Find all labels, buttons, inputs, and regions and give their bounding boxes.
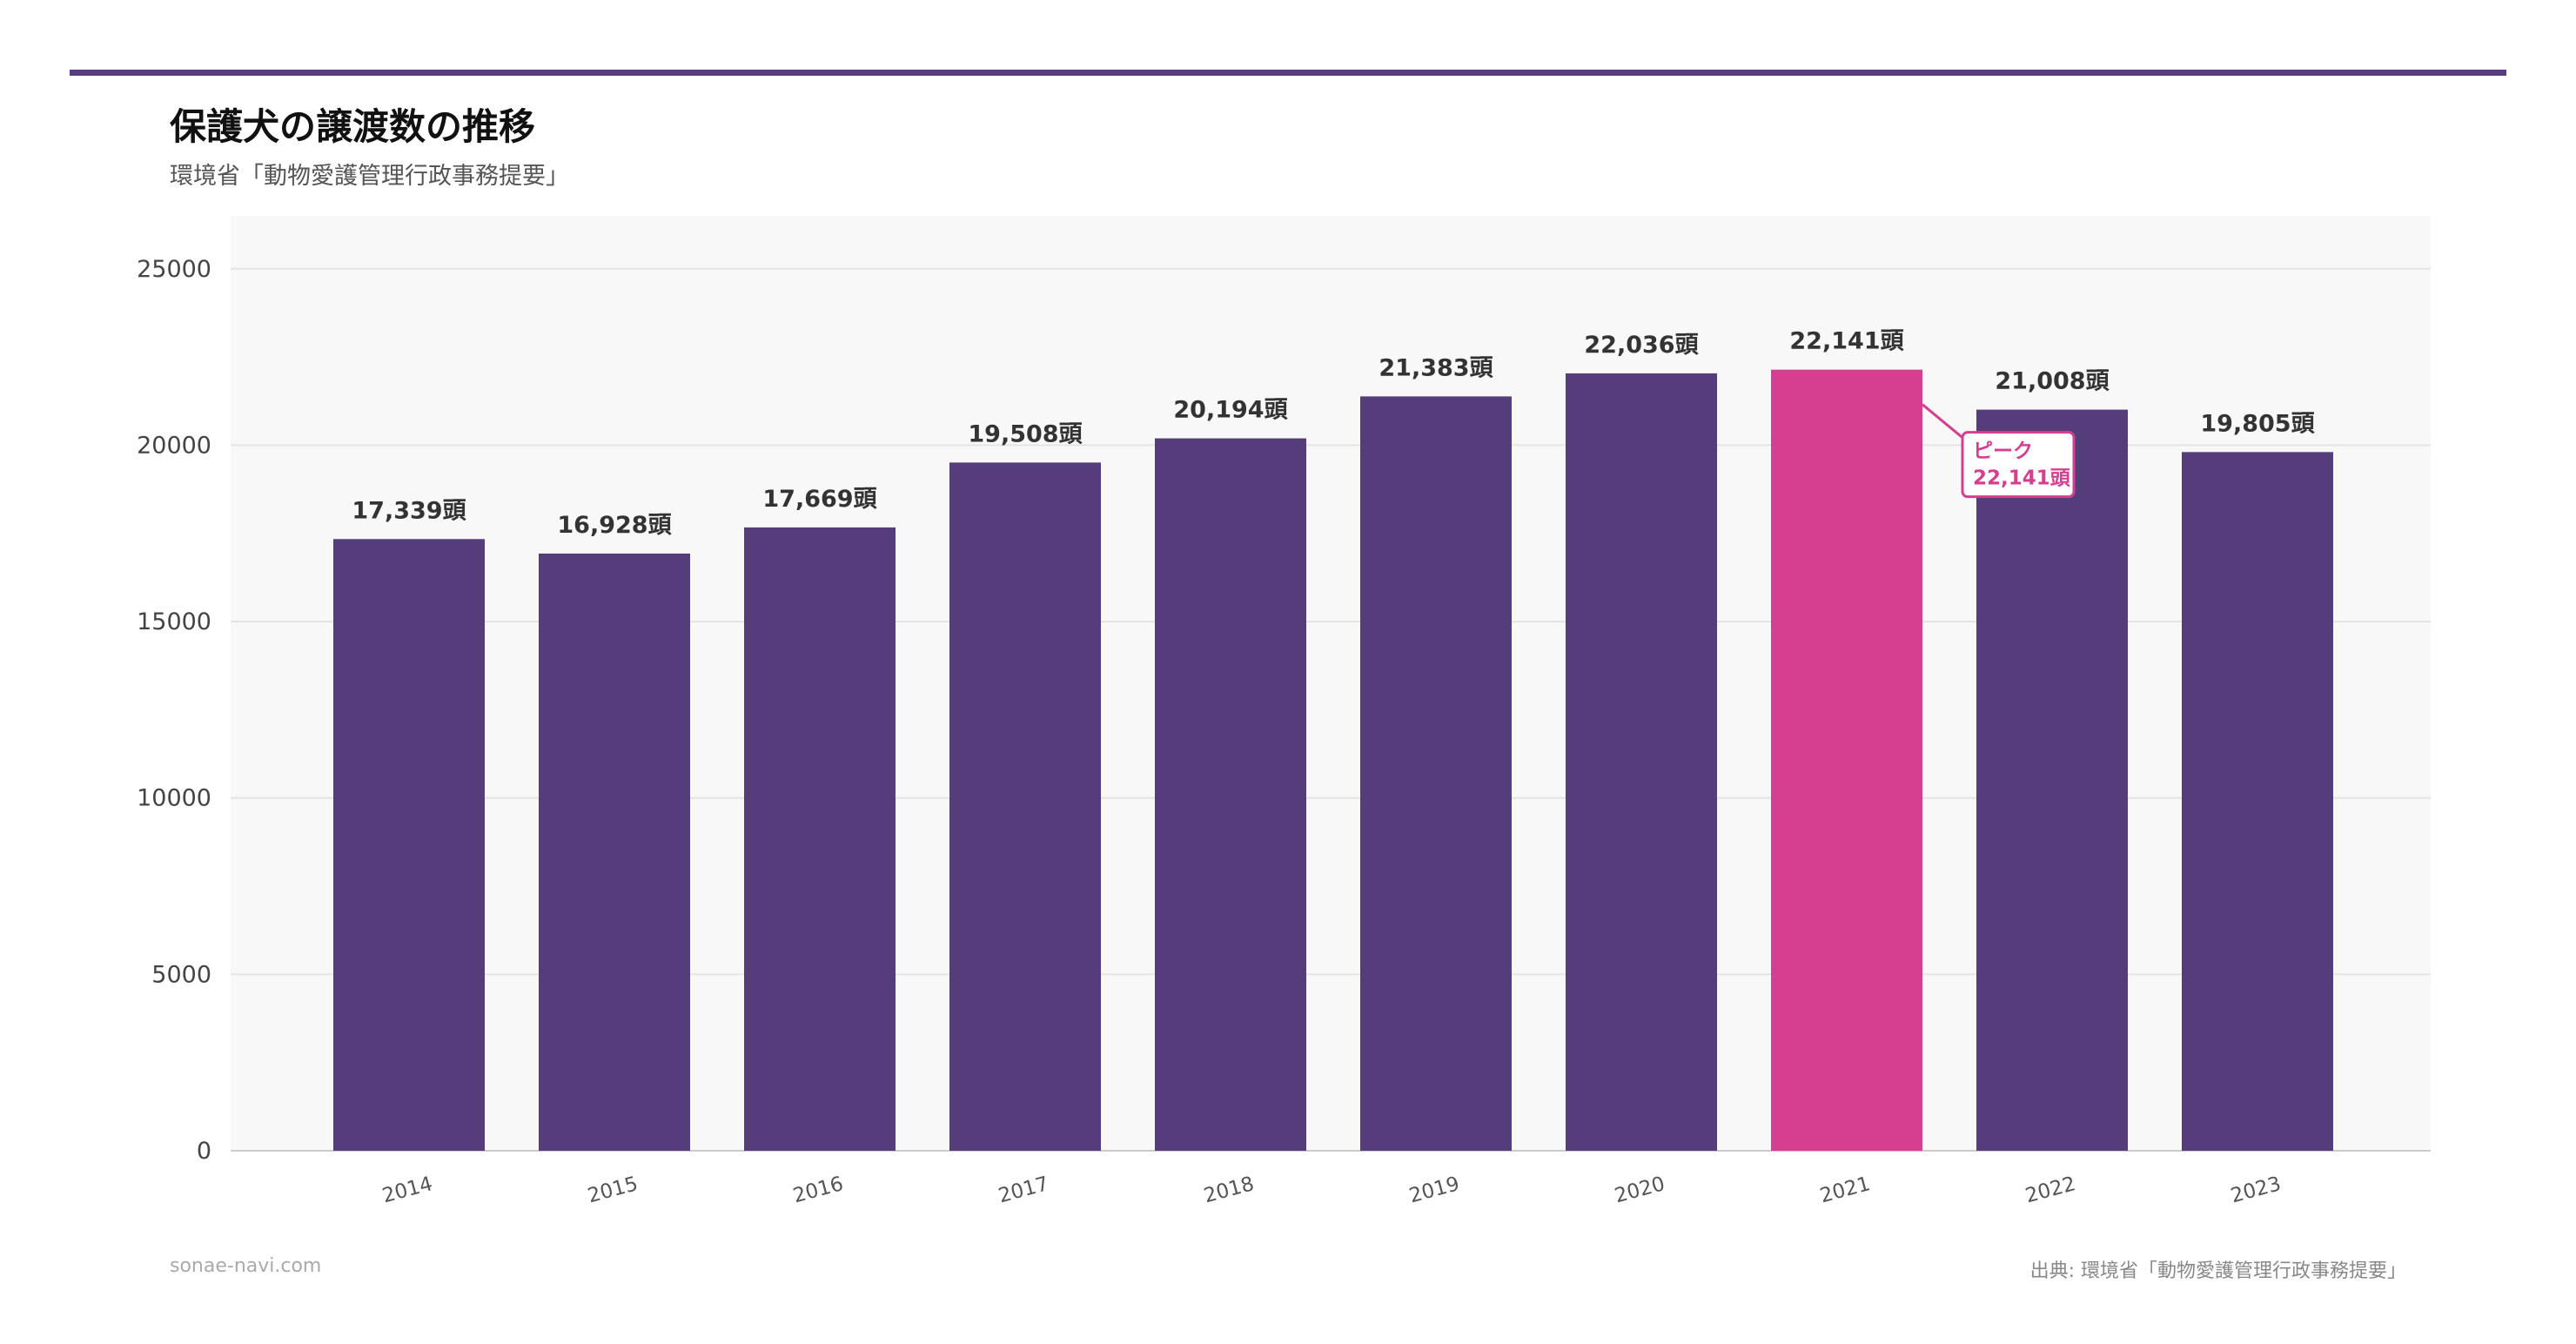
value-label: 21,383頭 — [1379, 354, 1493, 381]
x-tick-label: 2017 — [996, 1173, 1051, 1207]
value-label: 21,008頭 — [1995, 368, 2110, 395]
annotation-box — [1961, 431, 2076, 499]
y-tick-label: 20000 — [137, 432, 211, 459]
bar-2021[interactable] — [1771, 369, 1922, 1152]
value-label: 19,805頭 — [2200, 410, 2315, 437]
y-axis: 0 5000 10000 15000 20000 25000 — [137, 256, 211, 1165]
bar-2017[interactable] — [949, 462, 1101, 1151]
bar-2016[interactable] — [744, 527, 896, 1151]
x-tick-label: 2020 — [1613, 1173, 1667, 1207]
site-name: sonae-navi.com — [170, 1255, 322, 1277]
x-tick-label: 2019 — [1407, 1173, 1462, 1207]
peak-annotation: ピーク 22,141頭 — [1922, 403, 2076, 499]
source-note: 出典: 環境省「動物愛護管理行政事務提要」 — [2029, 1260, 2406, 1282]
chart-subtitle: 環境省「動物愛護管理行政事務提要」 — [170, 163, 569, 190]
y-tick-label: 5000 — [151, 961, 211, 988]
x-tick-label: 2021 — [1818, 1173, 1873, 1207]
x-tick-label: 2022 — [2023, 1173, 2078, 1207]
bars — [333, 369, 2333, 1152]
bar-2018[interactable] — [1155, 438, 1306, 1151]
y-tick-label: 25000 — [137, 256, 211, 283]
annotation-title: ピーク — [1973, 440, 2033, 463]
bar-2023[interactable] — [2182, 452, 2333, 1151]
bar-2015[interactable] — [539, 553, 690, 1151]
chart-title: 保護犬の譲渡数の推移 — [170, 105, 536, 148]
annotation-leader-line — [1922, 403, 1963, 439]
value-label: 22,141頭 — [1789, 328, 1904, 355]
x-axis: 2014 2015 2016 2017 2018 2019 2020 2021 2022 2023 — [380, 1173, 2284, 1207]
value-label: 19,508頭 — [968, 420, 1083, 447]
bar-2020[interactable] — [1566, 373, 1717, 1151]
top-accent-bar — [70, 70, 2506, 76]
value-label: 16,928頭 — [557, 512, 672, 539]
x-tick-label: 2014 — [380, 1173, 435, 1207]
value-label: 17,339頭 — [352, 497, 466, 524]
value-labels: 17,339頭 16,928頭 17,669頭 19,508頭 20,194頭 21,38… — [352, 328, 2315, 539]
x-tick-label: 2015 — [586, 1173, 641, 1207]
value-label: 17,669頭 — [762, 486, 877, 513]
annotation-value: 22,141頭 — [1973, 467, 2071, 490]
bar-2014[interactable] — [333, 539, 485, 1151]
value-label: 20,194頭 — [1173, 397, 1288, 424]
bar-2019[interactable] — [1360, 396, 1512, 1152]
x-tick-label: 2023 — [2229, 1173, 2284, 1207]
x-tick-label: 2016 — [791, 1173, 846, 1207]
y-tick-label: 15000 — [137, 608, 211, 635]
bar-2022[interactable] — [1976, 409, 2128, 1151]
x-tick-label: 2018 — [1202, 1173, 1257, 1207]
y-tick-label: 0 — [197, 1138, 211, 1165]
y-tick-label: 10000 — [137, 785, 211, 812]
value-label: 22,036頭 — [1584, 332, 1699, 359]
